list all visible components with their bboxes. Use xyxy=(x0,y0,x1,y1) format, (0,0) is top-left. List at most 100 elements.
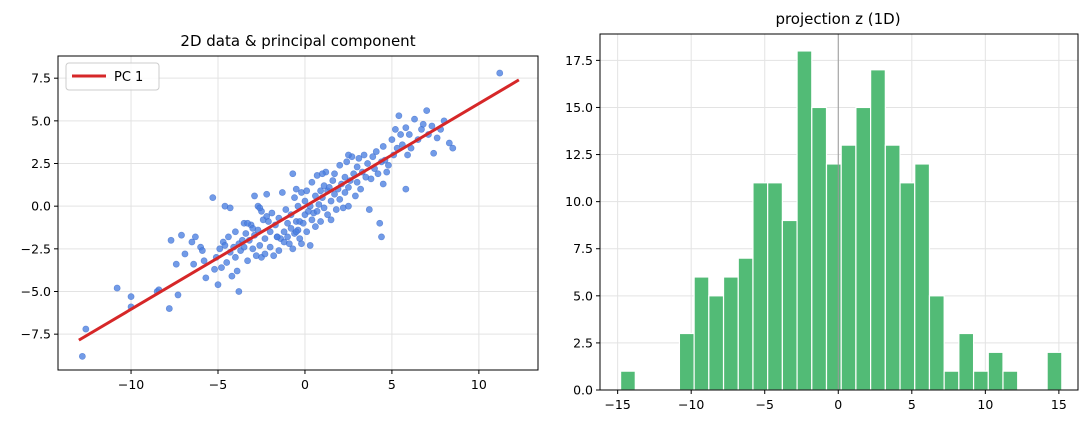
scatter-point xyxy=(308,178,316,186)
pc1-line xyxy=(78,78,520,342)
scatter-y-ticks: −7.5 −5.0 −2.5 0.0 2.5 5.0 7.5 xyxy=(21,71,58,342)
scatter-point xyxy=(165,305,173,312)
histogram-bar xyxy=(752,182,769,391)
scatter-point xyxy=(402,124,410,132)
scatter-point xyxy=(202,274,210,282)
histogram-y-ticks: 0.0 2.5 5.0 7.5 10.0 12.5 15.0 17.5 xyxy=(565,53,600,398)
scatter-point xyxy=(383,168,391,176)
scatter-point xyxy=(329,177,337,184)
scatter-point xyxy=(249,245,257,253)
x-tick-label: −5 xyxy=(209,377,227,392)
scatter-point xyxy=(256,204,264,212)
scatter-points xyxy=(78,69,504,360)
histogram-bar xyxy=(825,163,842,391)
y-tick-label: −7.5 xyxy=(21,327,51,342)
scatter-point xyxy=(360,151,368,159)
scatter-point xyxy=(345,184,352,191)
scatter-point xyxy=(317,187,325,195)
scatter-point xyxy=(315,201,323,208)
scatter-point xyxy=(378,233,385,241)
scatter-point xyxy=(214,281,222,289)
y-tick-label: 17.5 xyxy=(565,53,593,68)
scatter-point xyxy=(336,161,344,169)
x-tick-label: −15 xyxy=(604,397,630,412)
histogram-bar xyxy=(943,370,960,391)
scatter-point xyxy=(364,160,371,167)
scatter-point xyxy=(282,206,290,213)
x-tick-label: −10 xyxy=(118,377,144,392)
histogram-bar xyxy=(767,182,783,391)
scatter-point xyxy=(345,151,352,159)
legend-box xyxy=(65,62,160,91)
scatter-point xyxy=(216,245,224,253)
scatter-point xyxy=(235,288,243,295)
scatter-point xyxy=(372,148,380,155)
histogram-bar xyxy=(619,370,636,391)
scatter-point xyxy=(430,149,438,157)
scatter-point xyxy=(292,228,300,236)
x-tick-label: 15 xyxy=(1051,397,1067,412)
y-tick-label: −2.5 xyxy=(21,241,51,256)
histogram-bar xyxy=(840,144,857,391)
scatter-point xyxy=(376,219,384,227)
scatter-point xyxy=(209,194,217,202)
histogram-bar xyxy=(781,219,798,391)
scatter-point xyxy=(289,245,297,253)
scatter-point xyxy=(266,243,274,251)
scatter-point xyxy=(341,173,349,181)
scatter-point xyxy=(231,253,239,261)
scatter-point xyxy=(357,185,365,193)
scatter-point xyxy=(174,291,182,299)
histogram-bar xyxy=(884,144,901,391)
scatter-point xyxy=(190,260,198,268)
scatter-point xyxy=(221,242,229,249)
scatter-point xyxy=(317,218,325,225)
scatter-point xyxy=(270,252,278,260)
histogram-bar xyxy=(987,351,1004,391)
y-tick-label: 0.0 xyxy=(573,383,593,398)
scatter-point xyxy=(423,107,431,115)
histogram-bar xyxy=(796,50,813,391)
y-tick-label: 0.0 xyxy=(31,199,51,214)
scatter-x-ticks: −10 −5 0 5 10 xyxy=(118,370,487,392)
histogram-bar xyxy=(1002,370,1019,391)
pc1-line-path xyxy=(78,78,520,342)
scatter-point xyxy=(113,284,121,292)
scatter-point xyxy=(280,228,288,236)
scatter-point xyxy=(433,134,441,142)
histogram-bar xyxy=(693,276,710,391)
scatter-point xyxy=(385,161,392,169)
scatter-point xyxy=(225,233,232,241)
histogram-bar xyxy=(708,295,725,391)
histogram-bars xyxy=(619,50,1063,391)
scatter-point xyxy=(303,228,311,236)
scatter-point xyxy=(289,170,297,178)
scatter-point xyxy=(263,190,271,198)
legend-label: PC 1 xyxy=(114,70,143,85)
scatter-point xyxy=(397,131,405,138)
x-tick-label: 10 xyxy=(471,377,487,392)
scatter-point xyxy=(369,153,377,161)
x-tick-label: 10 xyxy=(977,397,993,412)
histogram-bar xyxy=(958,332,975,391)
y-tick-label: 5.0 xyxy=(573,288,593,303)
x-tick-label: 0 xyxy=(301,377,309,392)
y-tick-label: 7.5 xyxy=(31,71,51,86)
y-tick-label: −5.0 xyxy=(21,284,51,299)
scatter-point xyxy=(78,352,86,360)
histogram-bar xyxy=(722,276,739,391)
scatter-point xyxy=(244,257,251,265)
y-tick-label: 12.5 xyxy=(565,147,593,162)
scatter-point xyxy=(292,185,300,193)
histogram-bar xyxy=(870,69,886,391)
scatter-point xyxy=(82,325,90,333)
scatter-point xyxy=(311,223,319,231)
scatter-point xyxy=(284,233,291,241)
scatter-point xyxy=(395,112,403,120)
scatter-point xyxy=(331,170,338,178)
scatter-point xyxy=(273,233,281,241)
scatter-point xyxy=(374,170,382,178)
scatter-point xyxy=(353,163,361,171)
scatter-point xyxy=(365,206,373,213)
x-tick-label: 5 xyxy=(908,397,916,412)
